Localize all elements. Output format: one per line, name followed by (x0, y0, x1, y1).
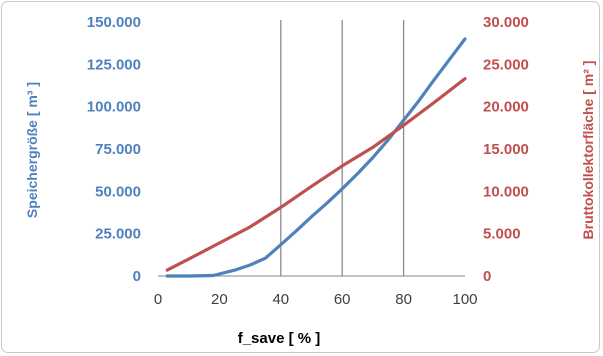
left-axis-title: Speichergröße [ m³ ] (24, 82, 40, 218)
series-line-left (165, 37, 467, 278)
right-tick-label: 0 (483, 268, 491, 285)
left-tick-label: 25.000 (95, 226, 141, 243)
right-tick-label: 20.000 (483, 99, 529, 116)
x-tick-label: 60 (334, 291, 351, 308)
x-tick-label: 40 (272, 291, 289, 308)
x-axis-ticks: 0 20 40 60 80 100 (154, 291, 478, 308)
x-tick-label: 0 (154, 291, 162, 308)
left-tick-label: 75.000 (95, 141, 141, 158)
right-tick-label: 25.000 (483, 56, 529, 73)
left-tick-label: 0 (133, 268, 141, 285)
right-tick-label: 10.000 (483, 183, 529, 200)
series-line-right (165, 77, 467, 272)
x-tick-label: 80 (395, 291, 412, 308)
x-tick-label: 20 (211, 291, 228, 308)
vertical-gridlines (280, 20, 405, 276)
right-tick-label: 5.000 (483, 226, 521, 243)
left-tick-label: 150.000 (87, 14, 141, 31)
left-axis-ticks: 0 25.000 50.000 75.000 100.000 125.000 150.000 (87, 14, 141, 285)
x-axis-title: f_save [ % ] (238, 330, 321, 347)
left-tick-label: 125.000 (87, 56, 141, 73)
left-tick-label: 100.000 (87, 99, 141, 116)
right-tick-label: 15.000 (483, 141, 529, 158)
right-axis-ticks: 0 5.000 10.000 15.000 20.000 25.000 30.000 (483, 14, 529, 285)
right-tick-label: 30.000 (483, 14, 529, 31)
left-tick-label: 50.000 (95, 183, 141, 200)
x-tick-label: 100 (452, 291, 477, 308)
series-lines (165, 37, 467, 278)
right-axis-title: Bruttokollektorfläche [ m² ] (580, 61, 596, 240)
